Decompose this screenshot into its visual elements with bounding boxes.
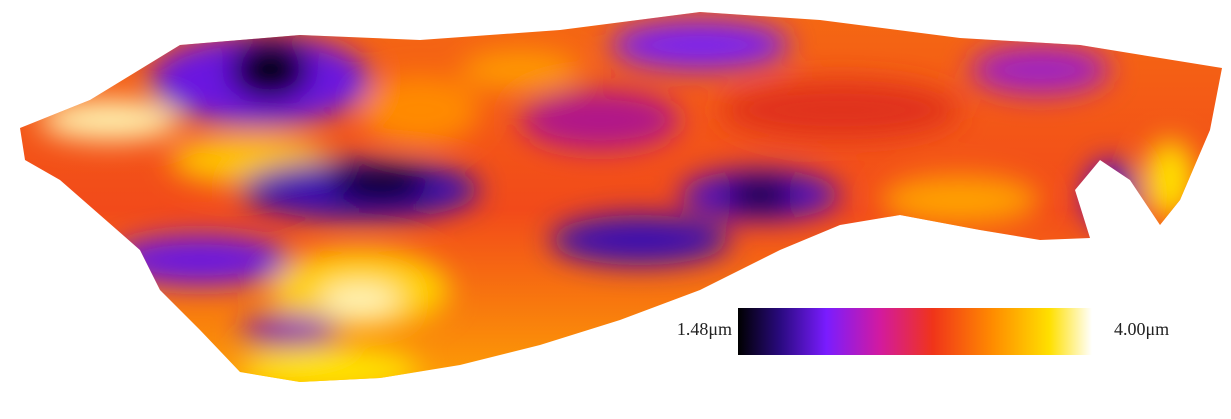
surface — [0, 0, 1231, 419]
page: 1.48μm 4.00μm (() => { const data = JSON… — [0, 0, 1231, 419]
colorbar-min-label: 1.48μm — [677, 319, 732, 339]
surface-render: 1.48μm 4.00μm — [0, 0, 1231, 419]
colorbar-max-label: 4.00μm — [1114, 319, 1169, 339]
colorbar — [738, 308, 1092, 355]
